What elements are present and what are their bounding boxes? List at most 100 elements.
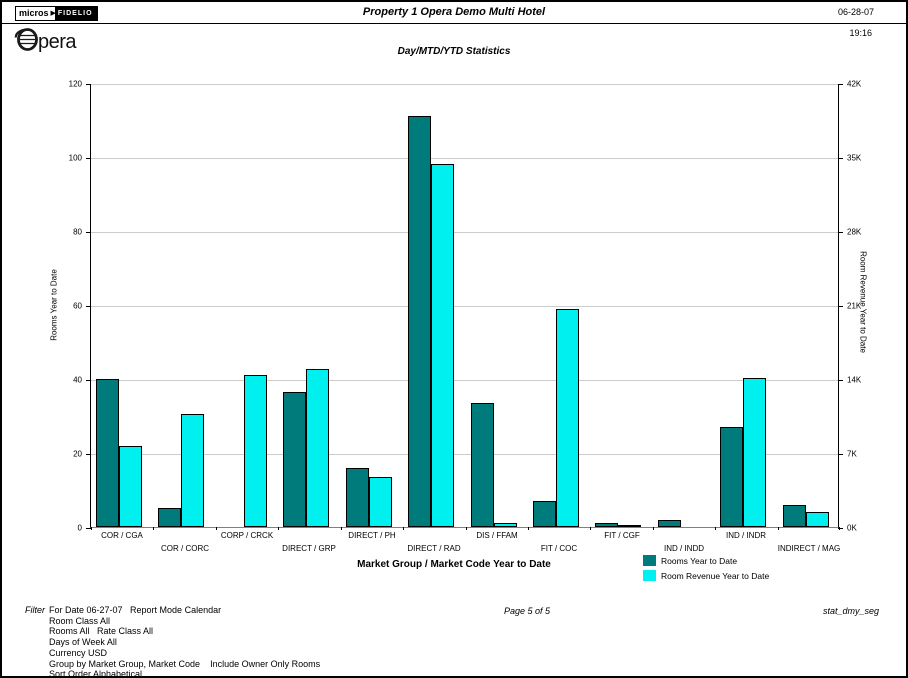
gridline (91, 84, 838, 85)
bar-revenue (618, 525, 641, 527)
chart-legend: Rooms Year to Date Room Revenue Year to D… (643, 555, 769, 585)
left-axis-tick-label: 120 (68, 79, 82, 89)
x-category-label: CORP / CRCK (220, 531, 274, 540)
filter-line: Days of Week All (49, 637, 117, 648)
x-category-label: COR / CORC (161, 544, 209, 553)
bar-rooms (96, 379, 119, 527)
right-axis-tick-label: 42K (847, 79, 862, 89)
x-axis-tickmark (778, 527, 779, 530)
right-axis-tick-label: 14K (847, 375, 862, 385)
fidelio-logo-text: FIDELIO (54, 7, 97, 20)
right-axis-tickmark (838, 232, 843, 233)
left-axis-tick-label: 40 (73, 375, 82, 385)
x-category-label: DIRECT / PH (348, 531, 396, 540)
bar-revenue (556, 309, 579, 527)
legend-swatch (643, 555, 656, 566)
right-axis-tickmark (838, 306, 843, 307)
x-category-label: DIRECT / RAD (407, 544, 461, 553)
x-category-label: IND / INDR (726, 531, 766, 540)
bar-revenue (806, 512, 829, 527)
bar-revenue (306, 369, 329, 527)
x-category-label: INDIRECT / MAG (777, 544, 841, 553)
left-axis-tickmark (86, 528, 91, 529)
filter-line: Sort Order Alphabetical (49, 669, 143, 678)
left-axis-tick-label: 0 (77, 523, 82, 533)
left-axis-tickmark (86, 306, 91, 307)
x-axis-tickmark (715, 527, 716, 530)
x-axis-tickmark (91, 527, 92, 530)
opera-logo-text: pera (38, 30, 77, 53)
right-axis-tickmark (838, 380, 843, 381)
filter-line: Room Class All (49, 615, 111, 626)
bar-rooms (783, 505, 806, 527)
legend-swatch (643, 570, 656, 581)
left-axis-tickmark (86, 158, 91, 159)
header-divider (2, 23, 906, 24)
bar-rooms (408, 116, 431, 527)
bar-rooms (346, 468, 369, 527)
filter-label: Filter (25, 605, 45, 615)
bar-revenue (181, 414, 204, 527)
gridline (91, 454, 838, 455)
x-category-label: IND / INDD (664, 544, 704, 553)
x-axis-title: Market Group / Market Code Year to Date (357, 559, 551, 570)
left-axis-tickmark (86, 84, 91, 85)
x-axis-tickmark (278, 527, 279, 530)
right-axis-tickmark (838, 528, 843, 529)
arrow-right-icon: ▶ (50, 10, 56, 17)
bar-revenue (743, 378, 766, 527)
x-category-label: DIS / FFAM (476, 531, 518, 540)
left-axis-tick-label: 20 (73, 449, 82, 459)
x-category-label: COR / CGA (101, 531, 143, 540)
report-date: 06-28-07 (837, 7, 874, 17)
x-category-label: DIRECT / GRP (282, 544, 336, 553)
bar-rooms (595, 523, 618, 527)
x-axis-tickmark (466, 527, 467, 530)
gridline (91, 306, 838, 307)
left-axis-tick-label: 80 (73, 227, 82, 237)
left-axis-tickmark (86, 380, 91, 381)
x-axis-tickmark (216, 527, 217, 530)
x-category-label: FIT / CGF (604, 531, 640, 540)
x-axis-tickmark (528, 527, 529, 530)
gridline (91, 158, 838, 159)
x-axis-tickmark (653, 527, 654, 530)
page-number: Page 5 of 5 (503, 606, 551, 616)
x-axis-tickmark (341, 527, 342, 530)
bar-revenue (244, 375, 267, 527)
legend-item: Rooms Year to Date (643, 555, 769, 566)
report-code: stat_dmy_seg (822, 606, 879, 616)
opera-logo: pera (14, 27, 77, 57)
filter-criteria: For Date 06-27-07 Report Mode Calendar Ro… (49, 605, 320, 678)
bar-rooms (471, 403, 494, 527)
report-subtitle: Day/MTD/YTD Statistics (397, 46, 511, 57)
left-axis-title: Rooms Year to Date (49, 269, 59, 341)
bar-revenue (369, 477, 392, 527)
bar-revenue (119, 446, 142, 527)
left-axis-tickmark (86, 454, 91, 455)
right-axis-tick-label: 35K (847, 153, 862, 163)
report-time: 19:16 (849, 28, 872, 38)
bar-revenue (431, 164, 454, 527)
bar-rooms (533, 501, 556, 527)
x-axis-tickmark (153, 527, 154, 530)
left-axis-tickmark (86, 232, 91, 233)
bar-rooms (658, 520, 681, 527)
filter-line: Currency USD (49, 647, 108, 658)
right-axis-tick-label: 21K (847, 301, 862, 311)
bar-rooms (158, 508, 181, 527)
right-axis-tick-label: 0K (847, 523, 857, 533)
bar-chart-plot-area: 0 0K 20 7K 40 14K 60 21K 80 28K 100 35K 120 42K COR / … (69, 80, 862, 554)
bar-revenue (494, 523, 517, 527)
x-axis-tickmark (403, 527, 404, 530)
bar-rooms (720, 427, 743, 527)
right-axis-tickmark (838, 158, 843, 159)
left-axis-tick-label: 60 (73, 301, 82, 311)
left-axis-tick-label: 100 (68, 153, 82, 163)
right-axis-tickmark (838, 84, 843, 85)
micros-logo-text: micros (19, 8, 49, 18)
gridline (91, 380, 838, 381)
right-axis-tickmark (838, 454, 843, 455)
x-axis-tickmark (590, 527, 591, 530)
